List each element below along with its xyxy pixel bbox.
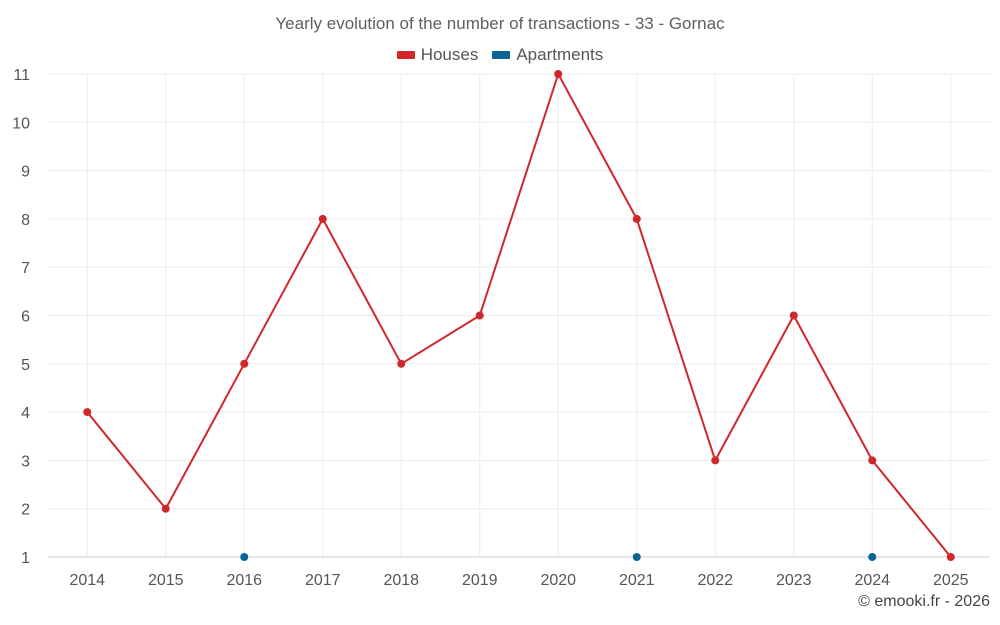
legend-swatch-apartments xyxy=(492,51,511,59)
x-tick-label: 2014 xyxy=(69,572,105,589)
legend-label-apartments: Apartments xyxy=(516,45,604,64)
series-layer xyxy=(83,70,955,561)
data-point-houses xyxy=(554,70,563,78)
y-tick-label: 10 xyxy=(12,115,30,132)
series-houses xyxy=(83,70,955,561)
data-point-houses xyxy=(632,214,641,223)
legend-item-apartments[interactable]: Apartments xyxy=(492,45,603,65)
data-point-houses xyxy=(83,408,92,417)
chart-title: Yearly evolution of the number of transa… xyxy=(275,14,725,33)
x-tick-label: 2019 xyxy=(462,572,498,589)
legend-item-houses[interactable]: Houses xyxy=(396,45,479,65)
x-tick-label: 2020 xyxy=(540,572,576,589)
y-tick-label: 2 xyxy=(21,502,30,519)
series-apartments xyxy=(240,553,877,561)
y-tick-label: 4 xyxy=(21,405,30,422)
y-tick-label: 8 xyxy=(21,212,30,229)
y-axis: 1 2 3 4 5 6 7 8 9 10 11 xyxy=(12,67,30,567)
x-tick-label: 2024 xyxy=(854,572,890,589)
data-point-houses xyxy=(240,359,249,368)
x-tick-label: 2022 xyxy=(697,572,733,589)
y-tick-label: 9 xyxy=(21,164,30,181)
x-tick-label: 2025 xyxy=(933,572,969,589)
data-point-apartments xyxy=(240,553,249,561)
x-tick-label: 2017 xyxy=(305,572,341,589)
legend: Houses Apartments xyxy=(0,45,1000,65)
y-tick-label: 6 xyxy=(21,309,30,326)
data-point-houses xyxy=(475,311,484,320)
x-axis: 2014 2015 2016 2017 2018 2019 2020 2021 2022 2023… xyxy=(69,572,968,589)
x-tick-label: 2023 xyxy=(776,572,812,589)
y-tick-label: 5 xyxy=(21,357,30,374)
y-tick-label: 3 xyxy=(21,453,30,470)
x-tick-label: 2021 xyxy=(619,572,655,589)
y-tick-label: 7 xyxy=(21,260,30,277)
x-tick-label: 2018 xyxy=(383,572,419,589)
data-point-houses xyxy=(868,456,877,465)
credit: © emooki.fr - 2026 xyxy=(858,593,990,610)
data-point-apartments xyxy=(868,553,877,561)
data-point-apartments xyxy=(632,553,641,561)
series-line-houses xyxy=(86,73,952,558)
data-point-houses xyxy=(789,311,798,320)
legend-label-houses: Houses xyxy=(420,45,479,64)
data-point-houses xyxy=(318,214,327,223)
data-point-houses xyxy=(161,504,170,513)
data-point-houses xyxy=(711,456,720,465)
data-point-houses xyxy=(397,359,406,368)
legend-swatch-houses xyxy=(396,51,415,59)
grid xyxy=(48,73,990,558)
y-tick-label: 1 xyxy=(21,550,30,567)
data-point-houses xyxy=(946,553,955,561)
x-tick-label: 2015 xyxy=(148,572,184,589)
x-tick-label: 2016 xyxy=(226,572,262,589)
y-tick-label: 11 xyxy=(13,67,30,84)
